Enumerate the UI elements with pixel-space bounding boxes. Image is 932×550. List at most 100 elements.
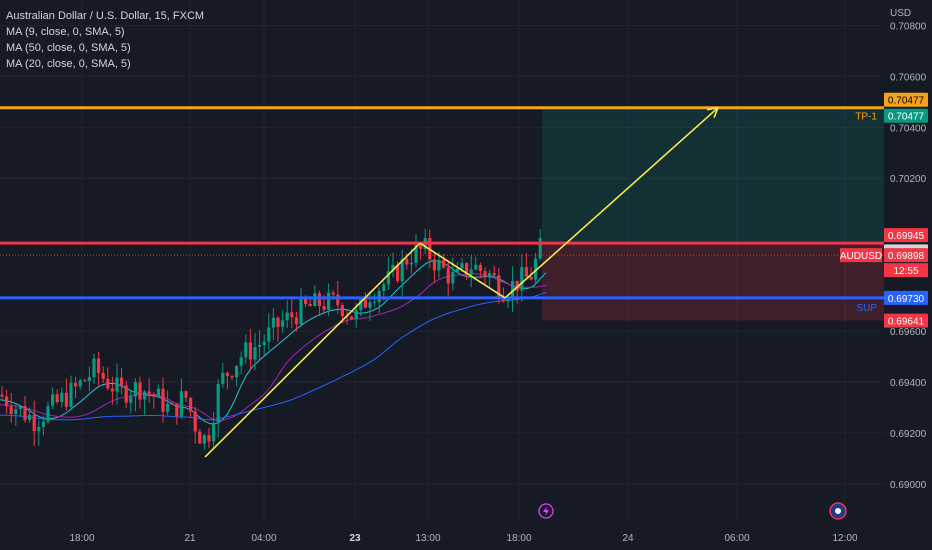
candle-up: [534, 258, 538, 280]
price-tag: [884, 108, 928, 123]
y-tick-label: 0.70400: [890, 123, 927, 134]
symbol-tag: [840, 248, 882, 263]
ma-9-line: [0, 260, 547, 425]
ma-20-label[interactable]: MA (20, close, 0, SMA, 5): [6, 58, 131, 70]
candle-down: [483, 271, 487, 278]
price-tag: [884, 290, 928, 305]
candle-down: [101, 372, 105, 379]
candle-up: [354, 310, 358, 320]
ma-20-line: [0, 273, 547, 421]
price-tag-text: 0.70477: [888, 96, 925, 107]
candle-up: [239, 357, 243, 366]
candle-up: [391, 264, 395, 272]
candle-down: [405, 258, 409, 265]
lightning-glyph: [543, 506, 549, 516]
price-tag-text: 0.69730: [888, 294, 925, 305]
candle-up: [41, 421, 45, 427]
candle-up: [520, 267, 524, 291]
candle-down: [0, 394, 4, 397]
candle-down: [294, 317, 298, 325]
candle-up: [368, 302, 372, 308]
candle-down: [515, 280, 519, 291]
x-tick-label: 24: [622, 533, 634, 544]
candle-up: [437, 259, 441, 271]
candle-up: [129, 396, 133, 403]
candle-down: [331, 292, 335, 295]
level-label-tp-1: TP-1: [855, 112, 877, 123]
candle-up: [267, 327, 271, 342]
candle-up: [244, 342, 248, 358]
candle-up: [469, 269, 473, 275]
candle-down: [175, 403, 179, 417]
candle-down: [74, 382, 78, 387]
candle-up: [221, 372, 225, 384]
candle-down: [350, 316, 354, 320]
pattern-leg: [204, 242, 421, 458]
candle-up: [327, 292, 331, 310]
candle-down: [340, 305, 344, 317]
candle-down: [138, 382, 142, 400]
candle-up: [37, 426, 41, 432]
candle-down: [363, 298, 367, 308]
candles: [0, 228, 542, 450]
horizontal-levels: [0, 106, 884, 300]
candle-up: [235, 365, 239, 378]
candle-up: [538, 238, 542, 259]
stop-zone: [542, 243, 884, 321]
ma-50-label[interactable]: MA (50, close, 0, SMA, 5): [6, 42, 131, 54]
price-tags: 0.704770.704770.699450.699440.698980.697…: [840, 92, 928, 328]
candle-up: [216, 383, 220, 424]
candle-down: [83, 380, 87, 382]
candle-down: [336, 294, 340, 306]
y-tick-label: 0.69000: [890, 480, 927, 491]
candle-down: [225, 372, 229, 377]
candle-up: [299, 297, 303, 325]
candle-down: [5, 396, 9, 407]
moving-averages: [0, 260, 547, 425]
candle-up: [87, 377, 91, 381]
flag-glyph: [835, 508, 841, 514]
candle-up: [414, 245, 418, 263]
candle-up: [455, 268, 459, 272]
candle-down: [184, 391, 188, 398]
y-tick-label: 0.69600: [890, 327, 927, 338]
price-tag: [884, 248, 928, 263]
x-tick-label: 18:00: [506, 533, 531, 544]
candle-up: [400, 258, 404, 281]
candle-up: [69, 382, 73, 407]
candle-up: [156, 388, 160, 397]
candle-down: [152, 394, 156, 397]
x-tick-label: 13:00: [415, 533, 440, 544]
candle-up: [373, 301, 377, 303]
countdown-tag: [884, 263, 928, 278]
candle-up: [271, 317, 275, 328]
candle-down: [64, 392, 68, 407]
candle-up: [28, 414, 32, 421]
candle-down: [446, 267, 450, 284]
candle-up: [382, 284, 386, 291]
candle-down: [396, 264, 400, 281]
candle-down: [198, 431, 202, 444]
price-tag-text: 0.69641: [888, 317, 925, 328]
grid: [0, 0, 884, 522]
legend: Australian Dollar / U.S. Dollar, 15, FXC…: [6, 8, 204, 72]
ma-9-label[interactable]: MA (9, close, 0, SMA, 5): [6, 26, 125, 38]
candle-up: [133, 382, 137, 397]
level-label-sup: SUP: [856, 303, 877, 314]
time-axis-bg: [0, 522, 884, 550]
candle-up: [377, 290, 381, 302]
candle-up: [285, 312, 289, 321]
candle-up: [488, 273, 492, 278]
price-tag-text: 0.69898: [888, 251, 925, 262]
candle-up: [18, 406, 22, 410]
candle-up: [253, 346, 257, 360]
candle-up: [460, 263, 464, 269]
symbol-title[interactable]: Australian Dollar / U.S. Dollar, 15, FXC…: [6, 10, 205, 22]
countdown-text: 12:55: [893, 266, 918, 277]
price-tag: [884, 313, 928, 328]
candle-up: [506, 298, 510, 302]
candle-down: [147, 391, 151, 395]
candle-up: [143, 391, 147, 400]
candle-down: [23, 406, 27, 421]
